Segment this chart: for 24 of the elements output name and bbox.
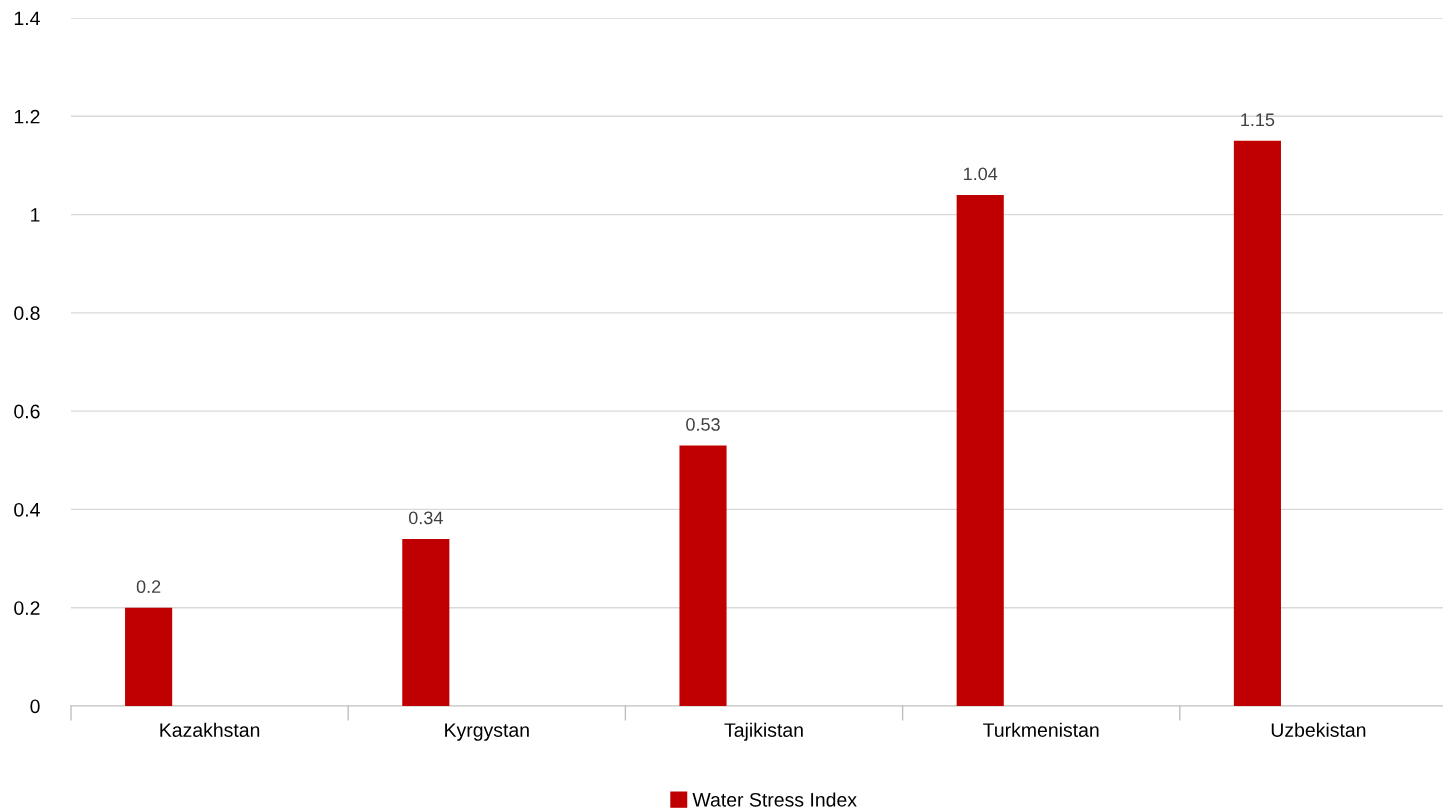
x-tick-label: Uzbekistan <box>1271 722 1366 737</box>
y-tick-label: 0.2 <box>14 601 40 615</box>
x-tick-label: Kazakhstan <box>160 722 260 737</box>
x-tick-label: Tajikistan <box>724 722 803 741</box>
x-tick-label: Turkmenistan <box>983 722 1099 737</box>
x-tick-label: Kyrgystan <box>445 723 529 741</box>
y-tick-label: 0.8 <box>14 306 40 321</box>
bar <box>956 194 1004 706</box>
y-tick-label: 0.6 <box>14 404 40 419</box>
bar <box>125 607 173 706</box>
data-label: 0.53 <box>686 418 720 431</box>
bar <box>1233 140 1281 706</box>
y-tick-label: 0.4 <box>14 502 40 517</box>
y-tick-label: 1.2 <box>14 109 40 124</box>
bar <box>679 445 727 706</box>
data-label: 1.04 <box>964 167 998 181</box>
bar <box>402 538 450 706</box>
y-tick-label: 1.4 <box>14 11 40 26</box>
data-label: 0.34 <box>408 511 443 525</box>
y-tick-label: 1 <box>31 208 40 222</box>
y-tick-label: 0 <box>30 699 40 714</box>
legend-label: Water Stress Index <box>692 792 857 807</box>
data-label: 1.15 <box>1241 113 1275 127</box>
data-label: 0.2 <box>136 580 161 594</box>
